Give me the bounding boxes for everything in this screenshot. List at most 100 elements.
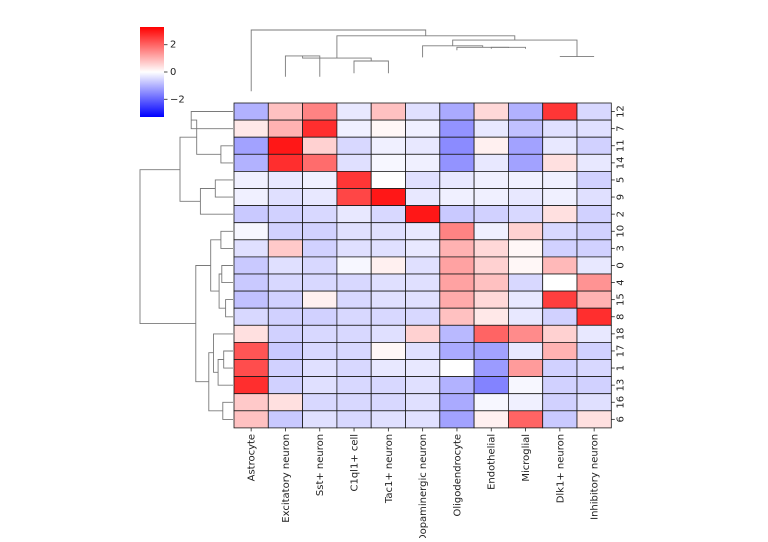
heatmap-cell — [405, 393, 441, 412]
heatmap-cell — [302, 324, 338, 343]
heatmap-cell — [233, 170, 269, 189]
heatmap-cell — [542, 376, 578, 395]
column-tick-label: Inhibitory neuron — [590, 434, 601, 520]
heatmap-cell — [405, 205, 441, 224]
heatmap-cell — [542, 273, 578, 292]
heatmap-cell — [542, 256, 578, 275]
heatmap-cell — [336, 341, 372, 360]
heatmap-cell — [302, 359, 338, 378]
heatmap-cell — [302, 376, 338, 395]
heatmap-cell — [405, 256, 441, 275]
heatmap-cell — [507, 136, 544, 155]
row-tick-label: 6 — [615, 416, 626, 422]
row-tick-label: 17 — [615, 345, 626, 358]
heatmap-cell — [267, 359, 303, 378]
column-tick-label: Microglial — [521, 434, 532, 482]
heatmap-cell — [336, 393, 372, 412]
colorbar-tick-label: 2 — [170, 40, 176, 51]
heatmap-cell — [405, 102, 441, 121]
heatmap-cell — [302, 188, 338, 207]
row-tick-label: 18 — [615, 327, 626, 340]
heatmap-cell — [507, 153, 544, 172]
heatmap-cell — [473, 307, 509, 326]
row-dendrogram-link — [217, 359, 233, 386]
column-tick-label: Endothelial — [487, 434, 498, 490]
heatmap-cell — [405, 153, 441, 172]
heatmap-cell — [405, 273, 441, 292]
heatmap-cell — [542, 170, 578, 189]
heatmap-cell — [233, 239, 269, 258]
heatmap-cell — [439, 393, 475, 412]
row-dendrogram-link — [221, 265, 233, 284]
heatmap-cell — [370, 205, 406, 224]
heatmap-cell — [405, 307, 441, 326]
heatmap-cell — [233, 307, 269, 326]
heatmap-cell — [439, 376, 475, 395]
heatmap-cell — [542, 359, 578, 378]
heatmap-cell — [370, 290, 406, 309]
heatmap-cell — [302, 393, 338, 412]
heatmap-cell — [576, 153, 612, 172]
heatmap-cell — [473, 290, 509, 309]
heatmap-cell — [302, 136, 338, 155]
heatmap-cell — [370, 102, 406, 121]
heatmap-cell — [233, 256, 269, 275]
heatmap-cell — [405, 341, 441, 360]
heatmap-cell — [233, 273, 269, 292]
heatmap-cell — [267, 376, 303, 395]
heatmap-cell — [576, 324, 612, 343]
heatmap-cell — [507, 341, 544, 360]
heatmap-cell — [336, 307, 372, 326]
heatmap-cell — [542, 222, 578, 241]
heatmap-cell — [576, 341, 612, 360]
heatmap-cell — [405, 136, 441, 155]
heatmap-cell — [267, 222, 303, 241]
heatmap-cell — [370, 119, 406, 138]
row-dendrogram-link — [225, 299, 233, 318]
row-tick-label: 8 — [615, 314, 626, 320]
heatmap-cell — [233, 205, 269, 224]
column-dendrogram-link — [456, 46, 509, 51]
heatmap-cell — [542, 341, 578, 360]
row-tick-label: 0 — [615, 262, 626, 268]
heatmap-cell — [267, 273, 303, 292]
row-dendrogram-link — [223, 350, 233, 369]
heatmap-cell — [233, 119, 269, 138]
heatmap-cell — [370, 136, 406, 155]
heatmap-cell — [233, 393, 269, 412]
heatmap-cell — [542, 324, 578, 343]
heatmap-cell — [302, 170, 338, 189]
heatmap-cell — [507, 393, 544, 412]
heatmap-cell — [542, 136, 578, 155]
heatmap-cell — [233, 359, 269, 378]
heatmap-cell — [542, 188, 578, 207]
heatmap-cell — [507, 290, 544, 309]
heatmap-cell — [542, 119, 578, 138]
heatmap-cell — [473, 256, 509, 275]
column-dendrogram-link — [250, 29, 427, 92]
heatmap-cell — [233, 102, 269, 121]
row-dendrogram-link — [220, 145, 233, 164]
row-tick-label: 14 — [615, 156, 626, 169]
heatmap-cells — [233, 102, 612, 429]
heatmap-cell — [405, 290, 441, 309]
heatmap-cell — [405, 376, 441, 395]
heatmap-cell — [267, 256, 303, 275]
heatmap-cell — [473, 341, 509, 360]
row-dendrogram-link — [139, 169, 196, 325]
heatmap-cell — [576, 239, 612, 258]
heatmap-cell — [302, 290, 338, 309]
heatmap-cell — [473, 119, 509, 138]
heatmap-cell — [370, 324, 406, 343]
colorbar-tick-label: 0 — [170, 67, 176, 78]
heatmap-cell — [576, 410, 612, 429]
row-tick-label: 4 — [615, 279, 626, 285]
heatmap-cell — [542, 239, 578, 258]
column-dendrogram-link — [353, 60, 389, 74]
heatmap-cell — [336, 410, 372, 429]
heatmap-cell — [507, 188, 544, 207]
heatmap-cell — [507, 273, 544, 292]
heatmap-cell — [302, 239, 338, 258]
heatmap-cell — [576, 256, 612, 275]
heatmap-cell — [473, 136, 509, 155]
